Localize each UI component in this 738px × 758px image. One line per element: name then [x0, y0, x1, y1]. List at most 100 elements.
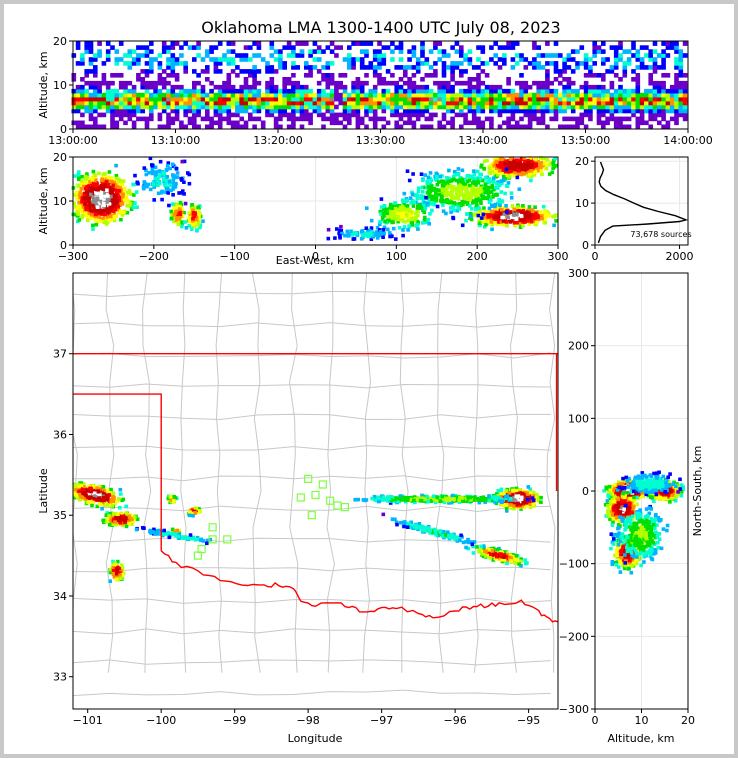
- ew-source: [495, 192, 499, 197]
- time-height-source: [514, 108, 520, 114]
- time-height-source: [105, 41, 111, 46]
- time-height-source: [187, 88, 193, 94]
- time-height-source: [394, 100, 399, 106]
- time-height-source: [661, 73, 666, 78]
- time-height-source: [282, 104, 287, 110]
- ew-source: [444, 211, 448, 216]
- county-line: [73, 505, 551, 513]
- ew-source: [401, 200, 406, 205]
- ew-source: [465, 183, 469, 188]
- time-height-source: [308, 100, 313, 106]
- time-height-source: [217, 57, 223, 62]
- time-height-source: [256, 108, 262, 114]
- time-height-source: [682, 53, 688, 58]
- time-height-source: [149, 104, 154, 110]
- time-height-source: [635, 116, 641, 122]
- time-height-source: [71, 73, 77, 78]
- ew-source: [389, 211, 394, 216]
- time-height-source: [161, 49, 167, 54]
- time-height-source: [403, 100, 408, 106]
- ew-source: [547, 172, 552, 176]
- time-height-source: [265, 100, 270, 106]
- time-height-source: [532, 108, 537, 114]
- ew-source: [516, 172, 521, 176]
- time-height-source: [381, 88, 387, 94]
- time-height-source: [674, 120, 679, 126]
- ew-source: [387, 231, 392, 235]
- time-height-source: [256, 92, 262, 98]
- ew-source: [450, 196, 454, 201]
- time-height-source: [644, 96, 649, 102]
- time-height-source: [192, 57, 197, 62]
- time-height-source: [592, 49, 597, 54]
- time-height-source: [355, 84, 361, 90]
- time-height-source: [209, 116, 214, 122]
- ew-source: [409, 200, 413, 205]
- time-height-source: [192, 108, 197, 114]
- ew-source: [391, 206, 396, 210]
- ew-source: [369, 218, 374, 223]
- time-height-source: [570, 69, 576, 74]
- ew-source: [530, 209, 535, 214]
- ew-source: [173, 182, 178, 186]
- time-height-source: [381, 108, 387, 114]
- time-height-source: [235, 104, 240, 110]
- time-height-source: [149, 65, 154, 70]
- time-height-source: [609, 100, 615, 106]
- time-height-source: [230, 104, 236, 110]
- ew-source: [407, 224, 411, 228]
- time-height-source: [566, 96, 572, 102]
- time-height-source: [127, 96, 133, 102]
- time-height-source: [644, 92, 649, 98]
- time-height-source: [149, 84, 154, 90]
- ew-source: [488, 217, 492, 222]
- ew-source: [487, 177, 492, 181]
- time-height-source: [403, 92, 408, 98]
- time-height-source: [140, 116, 145, 122]
- time-height-source: [519, 92, 524, 98]
- ew-source: [111, 183, 115, 188]
- time-height-source: [665, 53, 671, 58]
- time-height-source: [661, 80, 666, 86]
- ew-source: [165, 175, 169, 179]
- ew-source: [83, 201, 88, 206]
- time-height-source: [359, 92, 365, 98]
- time-height-source: [523, 100, 529, 106]
- time-height-source: [368, 116, 374, 122]
- time-height-source: [149, 108, 154, 114]
- ew-source: [526, 160, 531, 165]
- time-height-source: [351, 57, 356, 62]
- ew-source: [85, 174, 90, 179]
- ew-source: [508, 163, 513, 168]
- plan-source: [111, 491, 116, 496]
- time-height-source: [407, 80, 412, 86]
- time-height-source: [459, 104, 464, 110]
- time-height-source: [101, 73, 107, 78]
- time-height-source: [601, 49, 606, 54]
- time-height-source: [213, 92, 219, 98]
- ew-source: [435, 182, 440, 187]
- time-height-source: [278, 96, 283, 102]
- ew-source: [166, 191, 170, 195]
- ew-source: [494, 214, 499, 219]
- ew-source: [115, 200, 119, 204]
- time-height-source: [217, 96, 223, 102]
- time-height-source: [316, 57, 322, 62]
- ew-source: [452, 177, 456, 182]
- time-height-source: [648, 112, 653, 118]
- time-height-source: [110, 92, 115, 98]
- time-height-source: [105, 49, 111, 54]
- time-height-source: [398, 116, 404, 122]
- time-height-source: [411, 49, 417, 54]
- ew-source: [151, 180, 156, 184]
- time-height-source: [273, 108, 279, 114]
- plan-source: [120, 563, 124, 567]
- ew-source: [390, 216, 395, 221]
- time-height-source: [674, 108, 679, 114]
- plan-source: [103, 519, 108, 523]
- plan-source: [111, 512, 116, 516]
- ew-y-tick-label: 20: [53, 151, 67, 164]
- time-height-source: [596, 112, 602, 118]
- time-height-source: [243, 92, 249, 98]
- time-height-source: [299, 84, 305, 90]
